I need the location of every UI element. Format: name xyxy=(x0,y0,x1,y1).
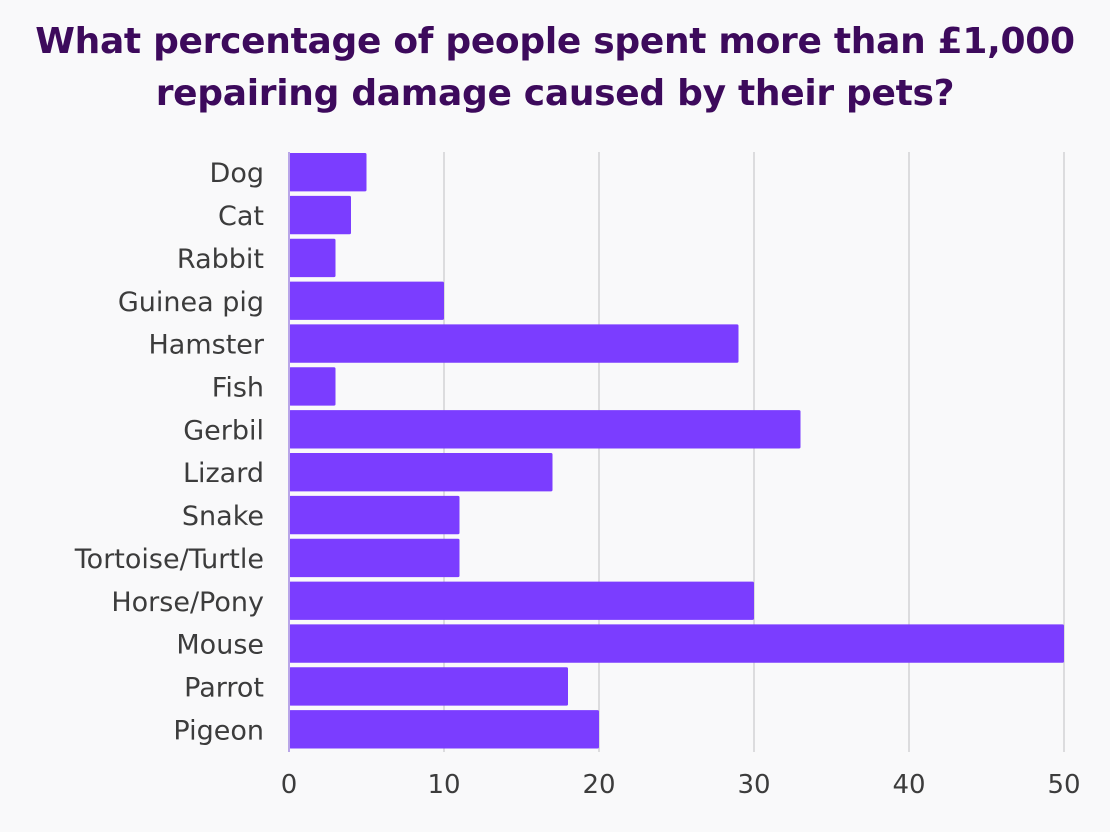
bar-guinea-pig xyxy=(289,281,444,320)
x-tick-label: 40 xyxy=(892,770,925,800)
chart-title: What percentage of people spent more tha… xyxy=(0,16,1110,120)
bar-mouse xyxy=(289,624,1064,663)
bars xyxy=(289,153,1064,749)
category-label: Guinea pig xyxy=(118,287,264,318)
category-label: Mouse xyxy=(176,630,264,661)
category-label: Snake xyxy=(182,501,264,532)
x-tick-label: 50 xyxy=(1047,770,1080,800)
x-tick-label: 20 xyxy=(582,770,615,800)
category-label: Horse/Pony xyxy=(111,587,264,618)
category-label: Cat xyxy=(218,201,264,232)
x-tick-label: 0 xyxy=(281,770,298,800)
chart-title-line-2: repairing damage caused by their pets? xyxy=(155,73,955,114)
bar-cat xyxy=(289,195,351,235)
category-label: Parrot xyxy=(184,672,264,703)
category-label: Hamster xyxy=(148,330,264,361)
bar-lizard xyxy=(289,453,553,492)
category-label: Pigeon xyxy=(173,715,264,746)
x-tick-label: 10 xyxy=(427,770,460,800)
x-tick-labels: 0 10 20 30 40 50 xyxy=(281,770,1081,800)
category-label: Lizard xyxy=(183,458,264,489)
bar-tortoise-turtle xyxy=(289,538,460,578)
category-label: Gerbil xyxy=(183,415,264,446)
bar-horse-pony xyxy=(289,581,754,620)
chart-title-line-1: What percentage of people spent more tha… xyxy=(35,21,1075,62)
category-labels: Dog Cat Rabbit Guinea pig Hamster Fish Gerbil L… xyxy=(74,158,265,746)
bar-rabbit xyxy=(289,238,336,278)
category-label: Tortoise/Turtle xyxy=(74,544,264,575)
bar-parrot xyxy=(289,667,568,706)
x-tick-label: 30 xyxy=(737,770,770,800)
bar-snake xyxy=(289,495,460,535)
bar-gerbil xyxy=(289,410,801,449)
category-label: Dog xyxy=(210,158,264,189)
bar-fish xyxy=(289,367,336,406)
bar-hamster xyxy=(289,324,739,363)
category-label: Rabbit xyxy=(177,244,264,275)
bar-dog xyxy=(289,153,367,192)
bar-pigeon xyxy=(289,710,599,749)
category-label: Fish xyxy=(212,372,264,403)
